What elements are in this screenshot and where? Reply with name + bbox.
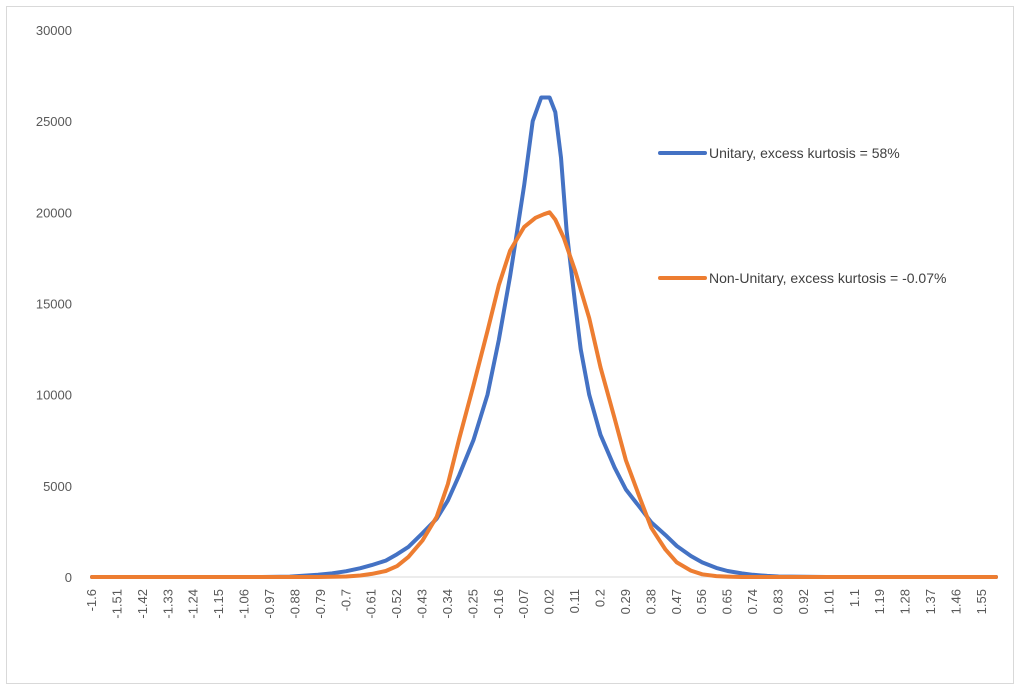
y-tick-label: 10000 (36, 388, 72, 403)
chart-area (6, 6, 1014, 684)
x-tick-label: 1.55 (974, 589, 989, 614)
x-tick-label: 0.83 (770, 589, 785, 614)
x-tick-label: -1.6 (84, 589, 99, 611)
y-tick-label: 20000 (36, 205, 72, 220)
x-tick-label: -0.97 (262, 589, 277, 619)
x-tick-label: -1.06 (237, 589, 252, 619)
legend-label: Unitary, excess kurtosis = 58% (709, 145, 900, 161)
x-tick-label: -0.52 (389, 589, 404, 619)
x-tick-label: 0.02 (542, 589, 557, 614)
x-tick-label: -1.51 (109, 589, 124, 619)
x-tick-label: 0.92 (796, 589, 811, 614)
x-tick-label: 0.11 (567, 589, 582, 613)
y-tick-label: 25000 (36, 114, 72, 129)
x-tick-label: 0.29 (618, 589, 633, 614)
series-line-non-unitary (90, 210, 998, 579)
x-tick-label: -0.34 (440, 589, 455, 619)
x-tick-label: -0.7 (338, 589, 353, 611)
x-tick-label: -1.42 (135, 589, 150, 619)
x-tick-label: -0.16 (491, 589, 506, 619)
x-tick-label: 1.01 (821, 589, 836, 614)
x-tick-label: 1.28 (898, 589, 913, 614)
x-tick-label: -0.25 (465, 589, 480, 619)
x-tick-label: -0.07 (516, 589, 531, 619)
x-tick-label: 0.47 (669, 589, 684, 614)
x-tick-label: 0.38 (643, 589, 658, 614)
x-tick-label: 1.46 (948, 589, 963, 614)
x-tick-label: 1.19 (872, 589, 887, 614)
y-tick-label: 0 (65, 570, 72, 585)
legend: Unitary, excess kurtosis = 58% Non-Unitar… (658, 145, 946, 286)
x-tick-label: -1.24 (186, 589, 201, 619)
series-lines (90, 95, 998, 579)
x-tick-label: 0.65 (720, 589, 735, 614)
x-tick-label: 1.37 (923, 589, 938, 614)
x-axis-ticks: -1.6 -1.51 -1.42 -1.33 -1.24 -1.15 -1.06 -0.97-… (84, 589, 989, 619)
x-tick-label: -1.15 (211, 589, 226, 619)
legend-label: Non-Unitary, excess kurtosis = -0.07% (709, 270, 946, 286)
x-tick-label: -0.43 (415, 589, 430, 619)
x-tick-label: 0.74 (745, 589, 760, 614)
x-tick-label: 0.2 (593, 589, 608, 607)
y-axis-ticks: 0 5000 10000 15000 20000 25000 30000 (36, 23, 72, 585)
x-tick-label: -1.33 (160, 589, 175, 619)
x-tick-label: 0.56 (694, 589, 709, 614)
x-tick-label: -0.79 (313, 589, 328, 619)
y-tick-label: 5000 (43, 479, 72, 494)
x-tick-label: -0.61 (364, 589, 379, 619)
y-tick-label: 30000 (36, 23, 72, 38)
series-line-unitary (90, 95, 998, 579)
x-tick-label: 1.1 (847, 589, 862, 607)
y-tick-label: 15000 (36, 297, 72, 312)
x-tick-label: -0.88 (287, 589, 302, 619)
